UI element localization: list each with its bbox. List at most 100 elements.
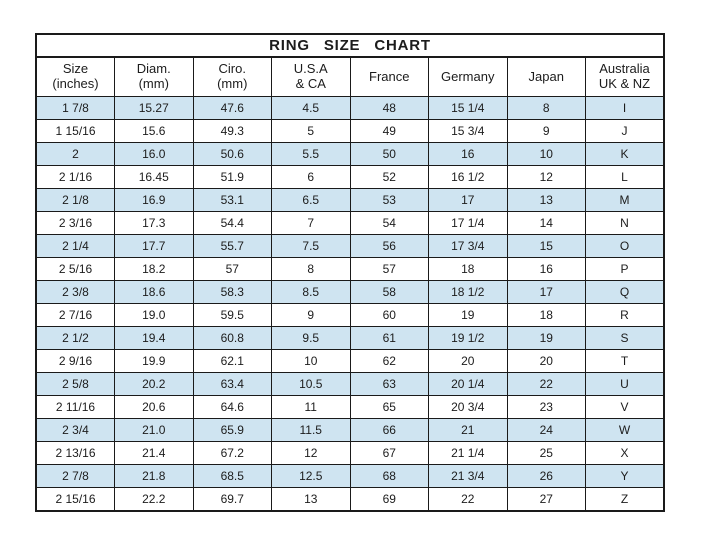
column-sublabel: (inches) (52, 76, 99, 91)
table-cell: 12 (506, 165, 586, 189)
table-cell: 21 1/4 (428, 441, 508, 465)
table-cell: 9 (271, 303, 351, 327)
table-cell: 5.5 (271, 142, 351, 166)
table-cell: 65 (349, 395, 429, 419)
table-cell: 12.5 (271, 464, 351, 488)
column-sublabel: (mm) (138, 76, 169, 91)
table-cell: J (585, 119, 665, 143)
table-cell: 2 7/16 (35, 303, 115, 327)
table-cell: 24 (506, 418, 586, 442)
column-label: Japan (528, 68, 564, 84)
table-row: 2 3/8 18.6 58.3 8.5 58 18 1/2 17 Q (35, 280, 665, 304)
table-cell: Q (585, 280, 665, 304)
table-cell: 64.6 (192, 395, 272, 419)
table-cell: 58 (349, 280, 429, 304)
table-cell: X (585, 441, 665, 465)
table-cell: 10.5 (271, 372, 351, 396)
table-cell: 54 (349, 211, 429, 235)
table-cell: 50.6 (192, 142, 272, 166)
table-cell: 7.5 (271, 234, 351, 258)
column-sublabel: & CA (295, 76, 326, 91)
table-cell: 62 (349, 349, 429, 373)
table-row: 1 15/16 15.6 49.3 5 49 15 3/4 9 J (35, 119, 665, 143)
table-cell: 58.3 (192, 280, 272, 304)
table-cell: 20 (428, 349, 508, 373)
table-cell: 21.8 (114, 464, 194, 488)
column-header: Japan (506, 56, 586, 97)
table-cell: 69.7 (192, 487, 272, 512)
table-cell: Z (585, 487, 665, 512)
table-cell: 22 (506, 372, 586, 396)
table-cell: 2 5/16 (35, 257, 115, 281)
column-header: U.S.A & CA (271, 56, 351, 97)
table-cell: 51.9 (192, 165, 272, 189)
table-cell: 50 (349, 142, 429, 166)
table-cell: 2 1/16 (35, 165, 115, 189)
table-cell: 19 (428, 303, 508, 327)
table-cell: 59.5 (192, 303, 272, 327)
table-cell: 16 (506, 257, 586, 281)
table-cell: 8.5 (271, 280, 351, 304)
table-cell: 66 (349, 418, 429, 442)
table-cell: 22 (428, 487, 508, 512)
table-cell: 19.4 (114, 326, 194, 350)
table-row: 2 11/16 20.6 64.6 11 65 20 3/4 23 V (35, 395, 665, 419)
table-cell: Y (585, 464, 665, 488)
table-row: 2 3/16 17.3 54.4 7 54 17 1/4 14 N (35, 211, 665, 235)
table-cell: 62.1 (192, 349, 272, 373)
table-cell: 53 (349, 188, 429, 212)
table-cell: 2 3/16 (35, 211, 115, 235)
table-cell: 21.0 (114, 418, 194, 442)
table-cell: 17 (506, 280, 586, 304)
table-cell: 48 (349, 96, 429, 120)
table-cell: 69 (349, 487, 429, 512)
table-cell: 8 (506, 96, 586, 120)
table-row: 2 3/4 21.0 65.9 11.5 66 21 24 W (35, 418, 665, 442)
table-cell: 2 13/16 (35, 441, 115, 465)
table-cell: 2 1/8 (35, 188, 115, 212)
ring-size-chart: RING SIZE CHART Size (inches) Diam. (mm)… (35, 33, 665, 512)
table-row: 2 1/8 16.9 53.1 6.5 53 17 13 M (35, 188, 665, 212)
table-cell: 15 3/4 (428, 119, 508, 143)
table-cell: 2 3/4 (35, 418, 115, 442)
table-cell: 10 (506, 142, 586, 166)
table-cell: 25 (506, 441, 586, 465)
table-row: 2 1/16 16.45 51.9 6 52 16 1/2 12 L (35, 165, 665, 189)
table-cell: 27 (506, 487, 586, 512)
table-cell: 17.3 (114, 211, 194, 235)
table-cell: 67.2 (192, 441, 272, 465)
table-row: 2 5/8 20.2 63.4 10.5 63 20 1/4 22 U (35, 372, 665, 396)
table-cell: 16 (428, 142, 508, 166)
table-cell: 2 11/16 (35, 395, 115, 419)
table-cell: 18 (506, 303, 586, 327)
table-cell: I (585, 96, 665, 120)
table-cell: R (585, 303, 665, 327)
column-sublabel: UK & NZ (598, 76, 651, 91)
table-cell: 52 (349, 165, 429, 189)
table-cell: V (585, 395, 665, 419)
table-cell: 65.9 (192, 418, 272, 442)
table-cell: 67 (349, 441, 429, 465)
table-cell: 20.6 (114, 395, 194, 419)
table-cell: 1 7/8 (35, 96, 115, 120)
table-cell: 6 (271, 165, 351, 189)
table-cell: 19.0 (114, 303, 194, 327)
column-header: France (349, 56, 429, 97)
table-cell: 2 (35, 142, 115, 166)
column-header: Ciro. (mm) (192, 56, 272, 97)
table-cell: 2 9/16 (35, 349, 115, 373)
table-cell: 6.5 (271, 188, 351, 212)
table-cell: 15.6 (114, 119, 194, 143)
table-cell: 16.45 (114, 165, 194, 189)
table-cell: 1 15/16 (35, 119, 115, 143)
table-cell: 68 (349, 464, 429, 488)
table-row: 2 7/8 21.8 68.5 12.5 68 21 3/4 26 Y (35, 464, 665, 488)
table-cell: 53.1 (192, 188, 272, 212)
table-cell: 18 (428, 257, 508, 281)
table-cell: 57 (349, 257, 429, 281)
table-cell: 16.9 (114, 188, 194, 212)
table-cell: 49 (349, 119, 429, 143)
table-cell: 14 (506, 211, 586, 235)
table-cell: 4.5 (271, 96, 351, 120)
table-row: 2 13/16 21.4 67.2 12 67 21 1/4 25 X (35, 441, 665, 465)
